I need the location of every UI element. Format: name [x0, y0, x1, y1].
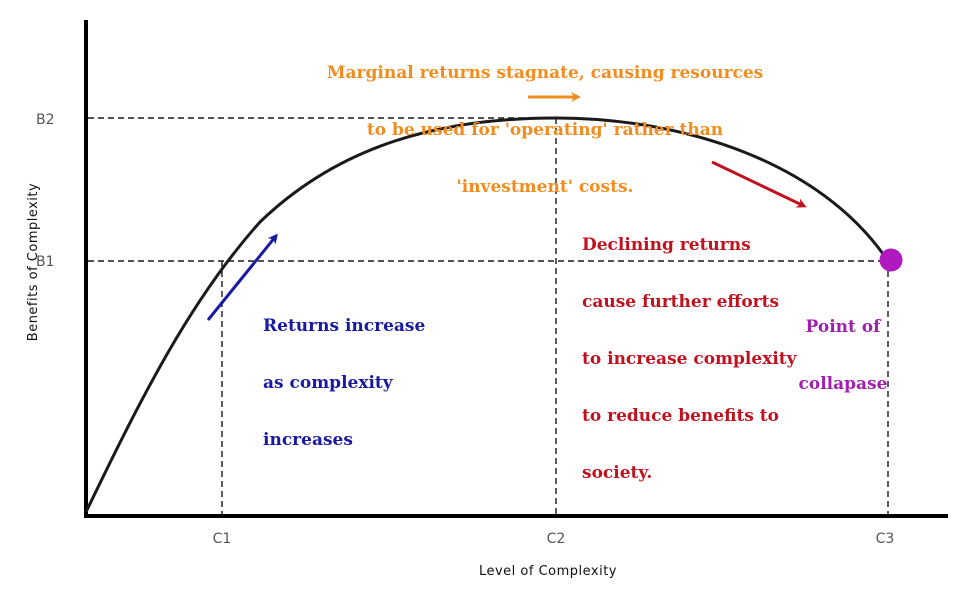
annotation-line: Point of	[805, 317, 881, 337]
decline-arrow-icon	[711, 160, 807, 208]
annotation-line: to be used for 'operating' rather than	[366, 120, 724, 140]
y-tick-b2: B2	[36, 112, 55, 128]
annotation-line: cause further efforts	[582, 292, 780, 312]
collapse-point-marker	[879, 248, 903, 272]
y-axis-title: Benefits of Complexity	[26, 183, 41, 341]
annotation-line: to increase complexity	[582, 349, 797, 369]
annotation-line: to reduce benefits to	[582, 406, 779, 426]
collapse-annotation: Point of collapase	[790, 280, 896, 432]
x-tick-c1: C1	[213, 531, 232, 547]
decline-annotation: Declining returns cause further efforts …	[582, 198, 797, 521]
annotation-line: Marginal returns stagnate, causing resou…	[326, 63, 764, 83]
annotation-line: society.	[582, 463, 653, 483]
benefit-curve	[84, 116, 890, 513]
x-tick-c2: C2	[547, 531, 566, 547]
annotation-line: increases	[263, 430, 353, 450]
x-tick-c3: C3	[876, 531, 895, 547]
annotation-line: as complexity	[263, 373, 393, 393]
increase-arrow-icon	[206, 233, 278, 321]
x-axis-title: Level of Complexity	[479, 564, 617, 579]
y-tick-b1: B1	[36, 254, 55, 270]
stagnate-annotation: Marginal returns stagnate, causing resou…	[270, 26, 820, 235]
annotation-line: Declining returns	[582, 235, 751, 255]
annotation-line: collapase	[798, 374, 888, 394]
annotation-line: 'investment' costs.	[456, 177, 634, 197]
increase-annotation: Returns increase as complexity increases	[263, 279, 425, 488]
annotation-line: Returns increase	[263, 316, 426, 336]
